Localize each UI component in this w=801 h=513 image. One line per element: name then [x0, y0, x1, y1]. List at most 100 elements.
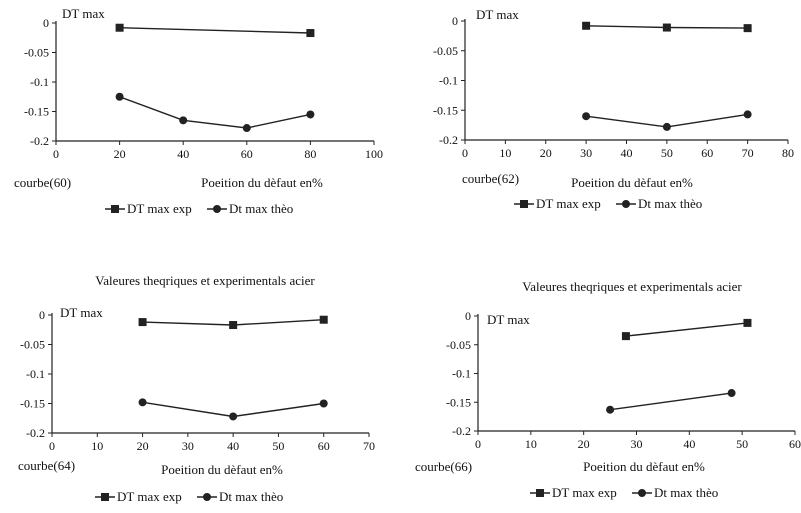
x-tick-label: 70 [742, 146, 754, 160]
x-tick-label: 0 [49, 439, 55, 453]
data-point-circle [115, 92, 124, 101]
y-tick-label: 0 [465, 309, 471, 323]
y-tick-label: -0.1 [439, 74, 458, 88]
legend-label: Dt max thèo [638, 196, 702, 211]
data-point-square [743, 318, 752, 327]
chart-title: Valeures theqriques et experimentals aci… [95, 273, 315, 288]
chart-panel-1: 0 -0.05 -0.1 -0.15 -0.2 0 20 40 60 80 100 DT max cou… [14, 6, 383, 216]
x-tick-label: 30 [580, 146, 592, 160]
x-tick-label: 60 [241, 147, 253, 161]
x-tick-label: 50 [736, 437, 748, 451]
legend-marker-circle [213, 205, 221, 213]
y-tick-label: -0.1 [452, 367, 471, 381]
x-tick-label: 80 [304, 147, 316, 161]
x-tick-label: 40 [177, 147, 189, 161]
x-tick-label: 50 [661, 146, 673, 160]
legend-label: Dt max thèo [229, 201, 293, 216]
data-point-circle [242, 124, 251, 133]
series-line-1 [119, 27, 311, 34]
y-tick-label: -0.05 [24, 46, 49, 60]
legend-marker-square [101, 493, 109, 501]
data-point-square [662, 23, 671, 32]
x-tick-label: 0 [475, 437, 481, 451]
legend-marker-square [536, 489, 544, 497]
x-tick-label: 10 [91, 439, 103, 453]
x-axis-label: Poeition du dèfaut en% [571, 175, 693, 190]
curve-label: courbe(62) [462, 171, 519, 186]
legend-label: DT max exp [552, 485, 617, 500]
x-tick-label: 60 [318, 439, 330, 453]
x-tick-label: 40 [683, 437, 695, 451]
y-axis-label: DT max [476, 7, 519, 22]
y-tick-label: 0 [39, 308, 45, 322]
x-tick-label: 50 [272, 439, 284, 453]
data-point-circle [662, 122, 671, 131]
x-tick-label: 20 [578, 437, 590, 451]
legend-label: DT max exp [536, 196, 601, 211]
data-point-circle [229, 412, 238, 421]
legend-label: Dt max thèo [654, 485, 718, 500]
x-tick-label: 0 [462, 146, 468, 160]
y-tick-label: -0.2 [30, 134, 49, 148]
y-axis-label: DT max [487, 312, 530, 327]
legend-marker-circle [622, 200, 630, 208]
y-tick-label: -0.05 [446, 338, 471, 352]
y-axis-label: DT max [60, 305, 103, 320]
x-tick-label: 20 [114, 147, 126, 161]
y-tick-label: -0.1 [26, 367, 45, 381]
y-tick-label: 0 [43, 16, 49, 30]
y-tick-label: -0.2 [452, 424, 471, 438]
legend-marker-square [111, 205, 119, 213]
x-axis-label: Poeition du dèfaut en% [583, 459, 705, 474]
y-tick-label: -0.1 [30, 75, 49, 89]
series-line-1 [625, 322, 748, 337]
y-tick-label: -0.2 [26, 426, 45, 440]
y-tick-label: -0.05 [20, 338, 45, 352]
data-point-circle [727, 389, 736, 398]
chart-title: Valeures theqriques et experimentals aci… [522, 279, 742, 294]
x-tick-label: 20 [137, 439, 149, 453]
data-point-circle [138, 398, 147, 407]
chart-panel-3: Valeures theqriques et experimentals aci… [18, 273, 375, 504]
data-point-square [138, 318, 147, 327]
legend-marker-circle [638, 489, 646, 497]
y-tick-label: -0.15 [20, 397, 45, 411]
y-tick-label: -0.15 [433, 103, 458, 117]
legend-label: Dt max thèo [219, 489, 283, 504]
y-tick-label: -0.15 [446, 395, 471, 409]
chart-panel-2: 0 -0.05 -0.1 -0.15 -0.2 0 10 20 30 40 50 60 70 80 DT m… [433, 7, 794, 211]
legend-label: DT max exp [117, 489, 182, 504]
y-tick-label: 0 [452, 14, 458, 28]
data-point-circle [582, 112, 591, 121]
curve-label: courbe(64) [18, 458, 75, 473]
y-tick-label: -0.05 [433, 44, 458, 58]
y-axis-label: DT max [62, 6, 105, 21]
legend-marker-square [520, 200, 528, 208]
data-point-square [582, 21, 591, 30]
x-tick-label: 30 [182, 439, 194, 453]
data-point-square [319, 315, 328, 324]
x-tick-label: 0 [53, 147, 59, 161]
x-tick-label: 10 [525, 437, 537, 451]
series-line-2 [610, 392, 732, 411]
data-point-circle [306, 110, 315, 119]
x-axis-label: Poeition du dèfaut en% [201, 175, 323, 190]
legend-marker-circle [203, 493, 211, 501]
x-tick-label: 40 [621, 146, 633, 160]
data-point-square [621, 332, 630, 341]
chart-panel-4: Valeures theqriques et experimentals aci… [415, 279, 801, 500]
data-point-square [743, 24, 752, 33]
x-tick-label: 30 [631, 437, 643, 451]
x-tick-label: 60 [789, 437, 801, 451]
x-tick-label: 60 [701, 146, 713, 160]
data-point-square [306, 29, 315, 38]
x-tick-label: 80 [782, 146, 794, 160]
data-point-circle [743, 110, 752, 119]
x-tick-label: 40 [227, 439, 239, 453]
series-line-2 [119, 96, 311, 129]
x-tick-label: 10 [499, 146, 511, 160]
x-tick-label: 100 [365, 147, 383, 161]
data-point-circle [606, 405, 615, 414]
y-tick-label: -0.2 [439, 133, 458, 147]
